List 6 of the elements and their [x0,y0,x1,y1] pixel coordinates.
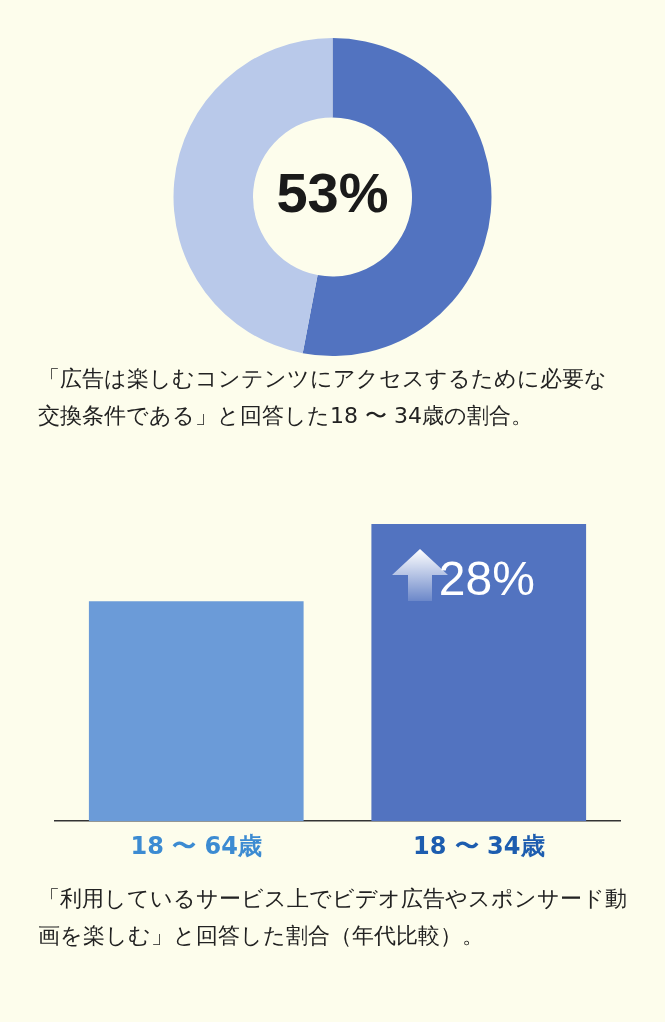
x-tick-label: 18 〜 34歳 [412,831,545,860]
text: 「広告は楽しむコンテンツにアクセスするために必要な交換条件である」と回答した18 〜 34歳の割合。 [38,365,608,430]
annotation: 28% [438,552,535,606]
data-label: 53% [276,161,389,225]
x-tick-label: 18 〜 64歳 [130,831,263,860]
text: 「利用しているサービス上でビデオ広告やスポンサード動画を楽しむ」と回答した割合（年代比較）。 [38,885,627,950]
